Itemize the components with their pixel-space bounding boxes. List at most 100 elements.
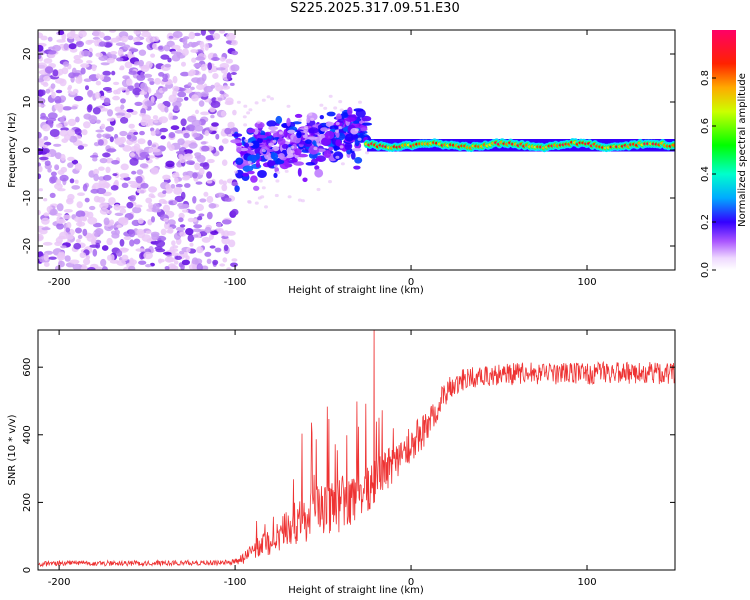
spectrogram-noise-blob <box>76 221 86 227</box>
spectrogram-noise-blob <box>148 202 153 210</box>
spectrogram-noise-blob <box>365 151 369 155</box>
spectrogram-noise-blob <box>172 200 178 205</box>
spectrogram-cluster-blob <box>235 157 244 165</box>
spectrogram-cluster-blob <box>347 106 353 116</box>
spectrogram-noise-blob <box>165 160 175 168</box>
spectrogram-noise-blob <box>143 251 153 260</box>
spectrogram-noise-blob <box>67 156 75 162</box>
spectrogram-cluster-blob <box>247 154 258 163</box>
spectrogram-noise-blob <box>103 217 110 226</box>
spectrogram-noise-blob <box>110 51 118 55</box>
spectrogram-cluster-blob <box>333 146 341 151</box>
spectrogram-noise-blob <box>147 77 154 82</box>
spectrogram-noise-blob <box>230 39 238 46</box>
spectrogram-noise-blob <box>128 265 136 270</box>
spectrogram-noise-blob <box>98 41 107 47</box>
spectrogram-noise-blob <box>84 197 90 203</box>
spectrogram-noise-blob <box>54 165 60 171</box>
spectrogram-noise-blob <box>200 111 210 116</box>
spectrogram-noise-blob <box>333 106 338 110</box>
snr-panel: -200 -100 0 100 0 200 400 600 Height of straigh… <box>7 329 676 596</box>
spectrogram-noise-blob <box>102 133 112 139</box>
spectrogram-cluster-blob <box>268 160 276 167</box>
spectrogram-noise-blob <box>222 257 228 263</box>
spectrogram-cluster-blob <box>253 185 260 191</box>
spectrogram-noise-blob <box>236 100 241 104</box>
spectrogram-noise-blob <box>119 130 128 137</box>
spectrogram-noise-blob <box>150 148 161 153</box>
spectrogram-noise-blob <box>192 196 197 204</box>
spectrogram-noise-blob <box>92 248 98 257</box>
spectrogram-noise-blob <box>335 155 340 159</box>
spectrogram-noise-blob <box>173 232 182 240</box>
spectrogram-noise-blob <box>196 246 204 254</box>
spectrogram-noise-blob <box>200 141 207 145</box>
spectrogram-noise-blob <box>194 155 201 159</box>
spectrogram-noise-blob <box>45 88 51 94</box>
spectrogram-noise-blob <box>90 188 99 194</box>
spectrogram-noise-blob <box>184 153 193 161</box>
spectrogram-noise-blob <box>127 35 134 41</box>
spectrogram-noise-blob <box>134 204 143 208</box>
spectrogram-noise-blob <box>58 260 65 268</box>
spectrogram-noise-blob <box>38 188 44 192</box>
spectrogram-noise-blob <box>275 179 280 183</box>
spectrogram-noise-blob <box>171 54 181 62</box>
spectrogram-noise-blob <box>220 110 226 117</box>
spectrogram-noise-blob <box>46 117 57 122</box>
spectrogram-noise-blob <box>184 140 192 145</box>
spectrogram-noise-blob <box>88 115 98 123</box>
spectrogram-cluster-blob <box>335 139 342 147</box>
spectrogram-noise-blob <box>41 227 51 231</box>
spectrogram-cluster-blob <box>350 133 359 140</box>
spectrogram-noise-blob <box>328 180 332 184</box>
spectrogram-noise-blob <box>248 108 253 112</box>
spectrogram-noise-blob <box>231 208 239 216</box>
colorbar: 0.0 0.2 0.4 0.6 0.8 Normalized spectral ampl… <box>700 30 748 278</box>
spectrogram-noise-blob <box>42 149 49 153</box>
spectrogram-noise-blob <box>172 31 183 38</box>
spectrogram-cluster-blob <box>305 162 315 166</box>
spectrogram-noise-blob <box>233 170 238 174</box>
spectrogram-noise-blob <box>73 58 84 64</box>
snr-ylabel: SNR (10 * v/v) <box>7 414 18 485</box>
spectrogram-noise-blob <box>168 132 176 139</box>
spectrogram-noise-blob <box>209 245 216 249</box>
spectrogram-noise-blob <box>106 209 113 215</box>
spectrogram-noise-blob <box>297 118 302 122</box>
spectrogram-cluster-blob <box>281 143 289 149</box>
spectrogram-noise-blob <box>57 68 64 76</box>
spectrogram-cluster-blob <box>242 172 249 177</box>
spectrogram-noise-blob <box>50 175 58 183</box>
spectrogram-noise-blob <box>191 57 197 63</box>
spectrogram-noise-blob <box>181 61 186 67</box>
spectrogram-noise-blob <box>106 237 113 246</box>
spectrogram-noise-blob <box>198 167 205 175</box>
spectrogram-noise-blob <box>152 115 159 120</box>
spectrogram-cluster-blob <box>275 115 283 124</box>
spectrogram-noise-blob <box>105 166 111 173</box>
spectrogram-noise-blob <box>227 133 233 138</box>
spectrogram-noise-blob <box>47 50 57 55</box>
spectrogram-noise-blob <box>173 186 183 195</box>
spectrogram-noise-blob <box>200 30 206 36</box>
spectrogram-noise-blob <box>52 69 59 77</box>
spectrogram-noise-blob <box>188 209 196 214</box>
spectrogram-noise-blob <box>69 178 75 184</box>
spectrogram-noise-blob <box>147 219 153 226</box>
spectrogram-ytick-label: 10 <box>22 96 33 109</box>
spectrogram-noise-blob <box>286 104 291 108</box>
spectrogram-cluster-blob <box>345 117 356 122</box>
spectrogram-noise-blob <box>177 91 187 98</box>
spectrogram-noise-blob <box>107 109 113 117</box>
spectrogram-noise-blob <box>178 212 185 219</box>
spectrogram-noise-blob <box>204 251 212 257</box>
spectrogram-cluster-blob <box>266 120 277 127</box>
spectrogram-cluster-blob <box>268 126 278 131</box>
spectrogram-noise-blob <box>78 74 83 83</box>
spectrogram-noise-blob <box>100 123 106 130</box>
spectrogram-noise-blob <box>204 226 212 234</box>
spectrogram-cluster-blob <box>264 131 272 137</box>
spectrogram-noise-blob <box>187 217 195 223</box>
spectrogram-cluster-blob <box>274 159 285 165</box>
